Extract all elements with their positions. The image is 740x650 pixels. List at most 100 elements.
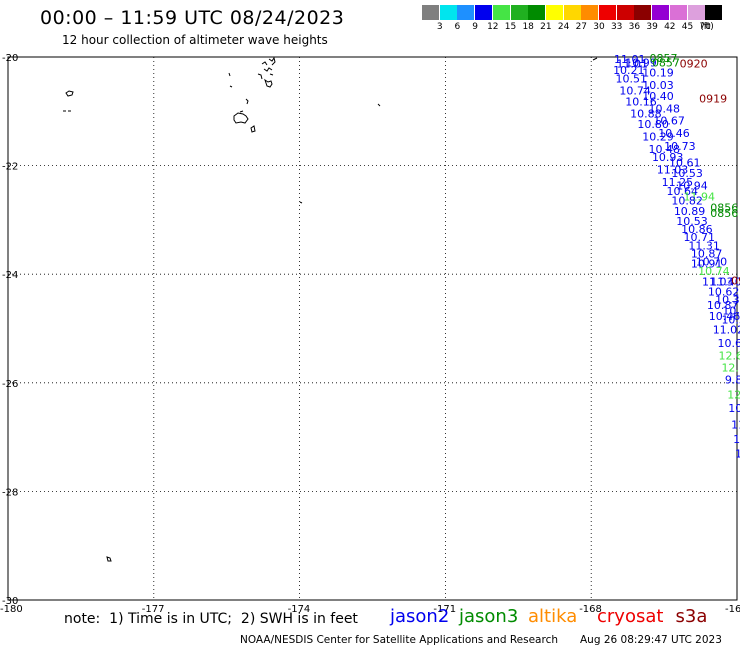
island-shape [239,110,244,113]
track-label: 10 [735,447,740,460]
track-label: 11. [733,433,740,446]
track-label: 10.70 [696,256,728,269]
legend-label: 12 [487,22,499,32]
credit-line: NOAA/NESDIS Center for Satellite Applica… [240,634,558,646]
satellite-jason3: jason3 [459,606,519,627]
track-label: 10.82 [671,194,703,207]
track-label: 10.48 [649,143,681,156]
track-label: 11.03 [657,163,689,176]
island-shape [106,556,112,562]
legend-swatch [705,5,723,20]
track-label: 12.10 [721,362,740,375]
legend-label: 70 [699,22,711,32]
island-shape [229,85,233,88]
track-label: 10.37 [715,294,740,307]
track-label: 12.61 [719,350,740,363]
legend-label: 3 [436,22,443,32]
track-label: 10.66 [718,337,740,350]
track-label: 11.31 [688,239,720,252]
lon-tick-label: -177 [142,604,165,615]
track-label: 10.40 [642,90,674,103]
legend-label: 33 [610,22,623,32]
lat-tick-label: -26 [2,379,18,390]
legend-swatch [439,5,457,20]
lat-tick-label: -28 [2,487,18,498]
graticule [8,57,737,600]
island-shape [269,73,274,76]
track-label: 10.86 [681,223,713,236]
track-label: 10.48 [649,102,681,115]
legend-label: 15 [504,22,517,32]
track-label: 0856 [710,207,738,220]
legend-swatch [652,5,670,20]
legend-swatch [510,5,528,20]
lat-tick-label: -30 [2,596,18,607]
track-label: 10.51 [616,73,648,86]
track-label: 0856 [710,201,738,214]
track-label: 10.88 [630,107,662,120]
track-label: 10.46 [709,310,740,323]
island-shape [261,61,268,66]
track-label: 10.87 [707,299,739,312]
legend-label: 36 [628,22,641,32]
track-label: 11.01 [616,57,648,70]
track-label: 10.03 [642,79,674,92]
track-label: 10.94 [676,180,708,193]
track-label: 10.16 [625,95,657,108]
track-label: 11.3 [731,419,740,432]
track-label: 10.73 [664,140,696,153]
legend-label: 45 [681,22,694,32]
island-shape [592,57,598,61]
track-label: 10.50 [721,314,740,327]
track-label: 9.85 [725,373,740,386]
track-label: 11.02 [713,324,740,337]
track-label: 10.19 [642,67,674,80]
island-shape [250,125,256,133]
island-shape [65,90,74,97]
track-label: 10.62 [708,285,740,298]
map-frame [7,56,738,601]
track-label: 10.46 [658,127,690,140]
track-label: 10.99 [625,56,657,69]
track-label: 10.93 [652,151,684,164]
legend-swatch [687,5,705,20]
satellite-jason2: jason2 [390,606,450,627]
track-label: 11.25 [662,176,694,189]
track-label: 10.91 [691,257,723,270]
lat-tick-label: -24 [2,270,18,281]
island-shape [245,98,249,105]
track-label: 12.4 [727,389,740,402]
legend-swatch [545,5,563,20]
track-label: 0857 [652,56,680,69]
track-label: 0920 [680,57,708,70]
track-label: 10.64 [667,185,699,198]
lon-tick-label: -16 [725,604,740,615]
track-label: 0920 [731,275,740,288]
island-shape [268,56,276,66]
track-label: 10.89 [674,205,706,218]
island-shape [233,112,249,124]
track-label: 10.74 [619,85,651,98]
page-title: 00:00 – 11:59 UTC 08/24/2023 [40,7,345,29]
legend-label: 27 [575,22,588,32]
track-label: 0857 [650,52,678,65]
legend-swatch [492,5,510,20]
legend-unit: (ft) [700,22,714,32]
track-label: 10.87 [691,247,723,260]
page-subtitle: 12 hour collection of altimeter wave hei… [62,33,328,47]
legend-swatch [616,5,634,20]
track-label: 10.71 [684,231,716,244]
island-shape [299,201,303,204]
legend-label: 30 [593,22,605,32]
track-label: 11.01 [614,53,646,66]
legend-label: 6 [454,22,461,32]
legend-swatch [599,5,616,20]
lon-tick-label: -168 [579,604,602,615]
track-label: 0919 [699,93,727,106]
island-shape [264,78,273,88]
track-label: 10.61 [669,156,701,169]
legend-swatch [475,5,493,20]
island-outlines [63,56,598,562]
